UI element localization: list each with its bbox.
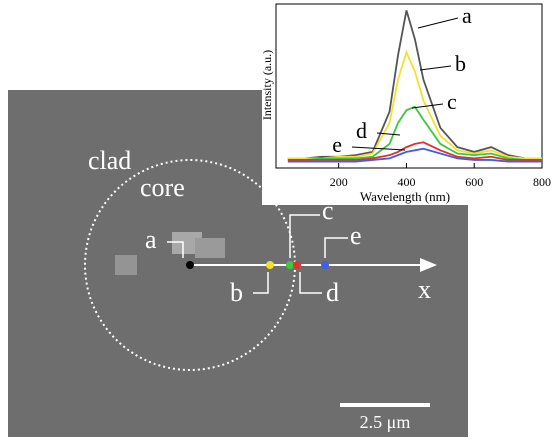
point-label: e	[350, 221, 362, 250]
point-d	[293, 261, 301, 269]
plot-frame	[276, 4, 542, 168]
series-label: b	[455, 51, 466, 76]
scale-label: 2.5 μm	[360, 412, 411, 432]
x-tick-label: 400	[397, 175, 415, 189]
figure: clad core a b c d e x 2.5 μm Intensity (…	[0, 0, 552, 437]
x-tick-label: 600	[465, 175, 483, 189]
point-label: b	[230, 278, 243, 307]
inset-chart: Intensity (a.u.) Wavelength (nm) 200 400 6…	[260, 0, 552, 205]
point-a	[186, 261, 194, 269]
series-label: e	[332, 132, 342, 157]
bright-spot	[115, 255, 137, 275]
x-tick-label: 800	[533, 175, 551, 189]
series-label: a	[462, 3, 472, 28]
point-label: a	[145, 225, 157, 254]
series-label: c	[447, 89, 457, 114]
x-tick-label: 200	[330, 175, 348, 189]
point-label: d	[326, 278, 339, 307]
point-b	[266, 261, 274, 269]
series-label: d	[356, 118, 367, 143]
core-label: core	[140, 173, 185, 202]
x-axis-title: Wavelength (nm)	[360, 189, 450, 204]
axis-label: x	[418, 275, 431, 304]
clad-label: clad	[88, 146, 131, 175]
bright-spot	[195, 238, 225, 258]
y-axis-title: Intensity (a.u.)	[260, 50, 274, 120]
point-c	[286, 261, 294, 269]
point-e	[321, 261, 329, 269]
